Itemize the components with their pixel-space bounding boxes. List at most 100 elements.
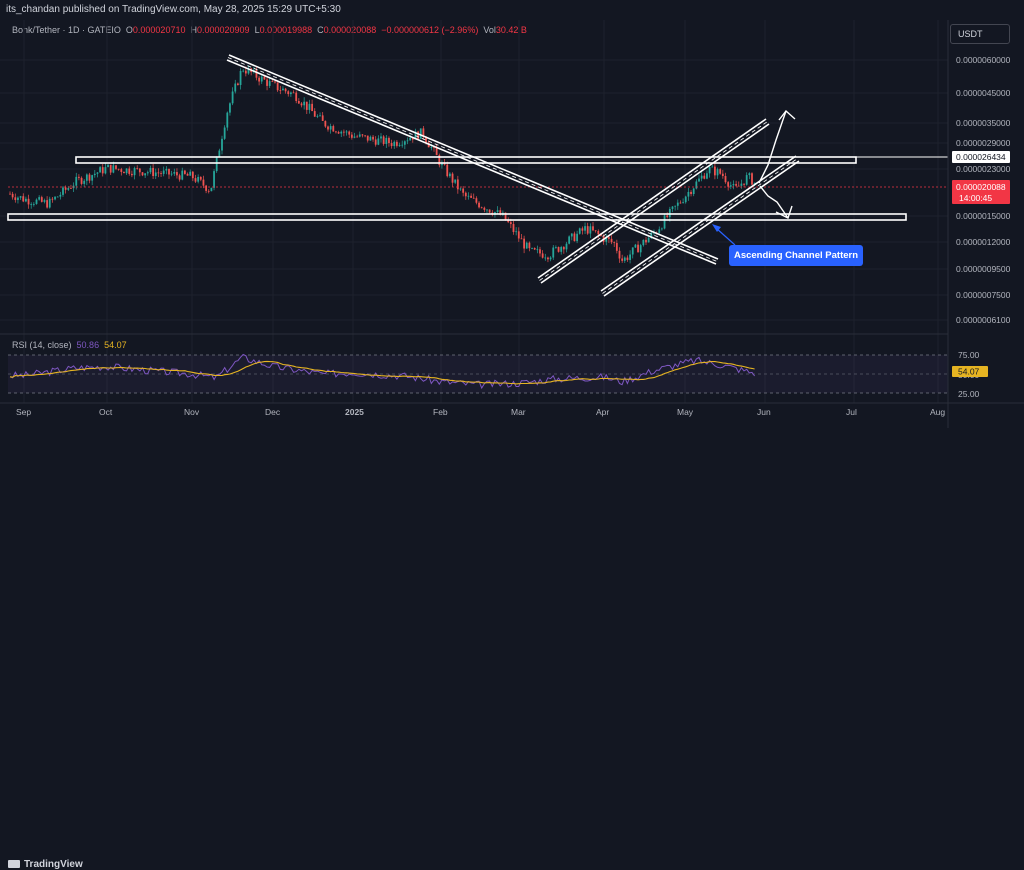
candle-body [451, 173, 454, 183]
current-price-text: 0.000020088 [956, 182, 1006, 192]
candle-body [592, 226, 594, 231]
candle-body [160, 173, 162, 174]
candle-body [438, 155, 441, 166]
price-axis[interactable]: 0.0000060000 0.0000045000 0.0000035000 0.00… [956, 55, 1011, 325]
candle-body [676, 202, 679, 206]
rsi-axis-75: 75.00 [958, 350, 980, 360]
candle-body [645, 239, 647, 243]
level-price-tag [952, 151, 1010, 163]
candle-body [191, 171, 194, 179]
candle-body [735, 184, 737, 186]
support-zone[interactable] [7, 213, 907, 221]
time-axis-label: Jul [846, 407, 857, 417]
candle-body [708, 167, 711, 174]
candle-body [181, 170, 184, 180]
candle-body [313, 111, 316, 117]
candle-body [146, 172, 149, 174]
candle-body [512, 224, 515, 233]
candle-body [613, 242, 616, 244]
resistance-zone[interactable] [75, 156, 857, 164]
high-label: H [190, 25, 197, 35]
candle-body [295, 92, 298, 101]
candle-body [740, 183, 743, 186]
candle-body [231, 91, 234, 104]
candle-body [133, 168, 136, 176]
candle-body [533, 247, 536, 250]
candle-body [472, 197, 475, 199]
annotation-callout[interactable]: Ascending Channel Pattern [729, 245, 863, 266]
candle-body [303, 101, 306, 106]
candle-body [647, 237, 650, 243]
price-axis-label: 0.0000015000 [956, 211, 1011, 221]
projection-arrows[interactable] [758, 109, 796, 219]
symbol-name[interactable]: Bonk/Tether · 1D · GATEIO [12, 25, 121, 35]
candle-body [684, 196, 687, 203]
candle-body [255, 69, 258, 78]
candle-body [348, 131, 351, 135]
candle-body [345, 131, 348, 133]
candle-body [48, 198, 51, 208]
candle-body [19, 196, 22, 198]
time-axis[interactable]: Sep Oct Nov Dec 2025 Feb Mar Apr May Jun Jul Aug [16, 407, 945, 417]
candle-body [176, 172, 178, 176]
candle-body [350, 134, 353, 138]
candle-body [517, 231, 520, 239]
top-bar: its_chandan published on TradingView.com… [0, 0, 1024, 20]
candle-body [144, 173, 147, 176]
candle-body [11, 193, 14, 198]
candle-body [531, 247, 533, 249]
price-chart[interactable]: 0.0000060000 0.0000045000 0.0000035000 0.00… [0, 0, 1024, 447]
candle-body [382, 136, 385, 144]
candle-body [101, 167, 104, 174]
candle-body [454, 179, 457, 183]
candle-body [356, 136, 359, 138]
high-value: 0.000020909 [196, 25, 250, 35]
ascending-channel-upper[interactable] [537, 118, 770, 284]
candle-body [520, 238, 523, 240]
candle-body [666, 215, 669, 218]
candle-body [260, 76, 263, 82]
candle-body [46, 200, 48, 208]
candle-body [78, 176, 80, 178]
candle-body [292, 92, 295, 94]
candle-body [290, 92, 292, 95]
tradingview-logo-icon [8, 860, 20, 869]
candle-body [17, 197, 19, 201]
candle-body [223, 127, 226, 139]
candle-body [287, 91, 290, 95]
candle-body [631, 247, 634, 255]
candle-body [202, 179, 205, 186]
candle-body [422, 128, 425, 138]
countdown-text: 14:00:45 [959, 193, 992, 203]
price-axis-label: 0.0000012000 [956, 237, 1011, 247]
tradingview-brand: TradingView [24, 859, 83, 870]
candle-body [499, 210, 502, 215]
candle-body [62, 187, 64, 195]
descending-trendline[interactable] [226, 54, 719, 265]
candle-body [411, 137, 414, 140]
price-axis-label: 0.0000029000 [956, 138, 1011, 148]
rsi-label[interactable]: RSI (14, close) [12, 340, 72, 350]
candle-body [615, 243, 618, 251]
candle-body [165, 168, 168, 171]
candle-body [509, 222, 512, 225]
candle-body [584, 226, 586, 231]
candle-body [456, 179, 459, 190]
candle-body [488, 209, 491, 213]
candle-body [54, 196, 56, 200]
candle-body [14, 197, 17, 201]
time-axis-label: Sep [16, 407, 31, 417]
price-axis-label: 0.0000060000 [956, 55, 1011, 65]
current-price-tag [952, 180, 1010, 204]
candle-body [539, 249, 541, 254]
candle-body [390, 143, 393, 147]
price-axis-label: 0.0000035000 [956, 118, 1011, 128]
currency-button[interactable]: USDT [950, 24, 1010, 44]
candle-body [565, 243, 568, 250]
ascending-channel-lower[interactable] [600, 155, 800, 297]
candle-body [51, 198, 54, 200]
candle-body [226, 112, 229, 128]
candle-body [743, 183, 745, 185]
tradingview-logo[interactable]: TradingView [8, 859, 83, 870]
candle-body [27, 198, 30, 205]
